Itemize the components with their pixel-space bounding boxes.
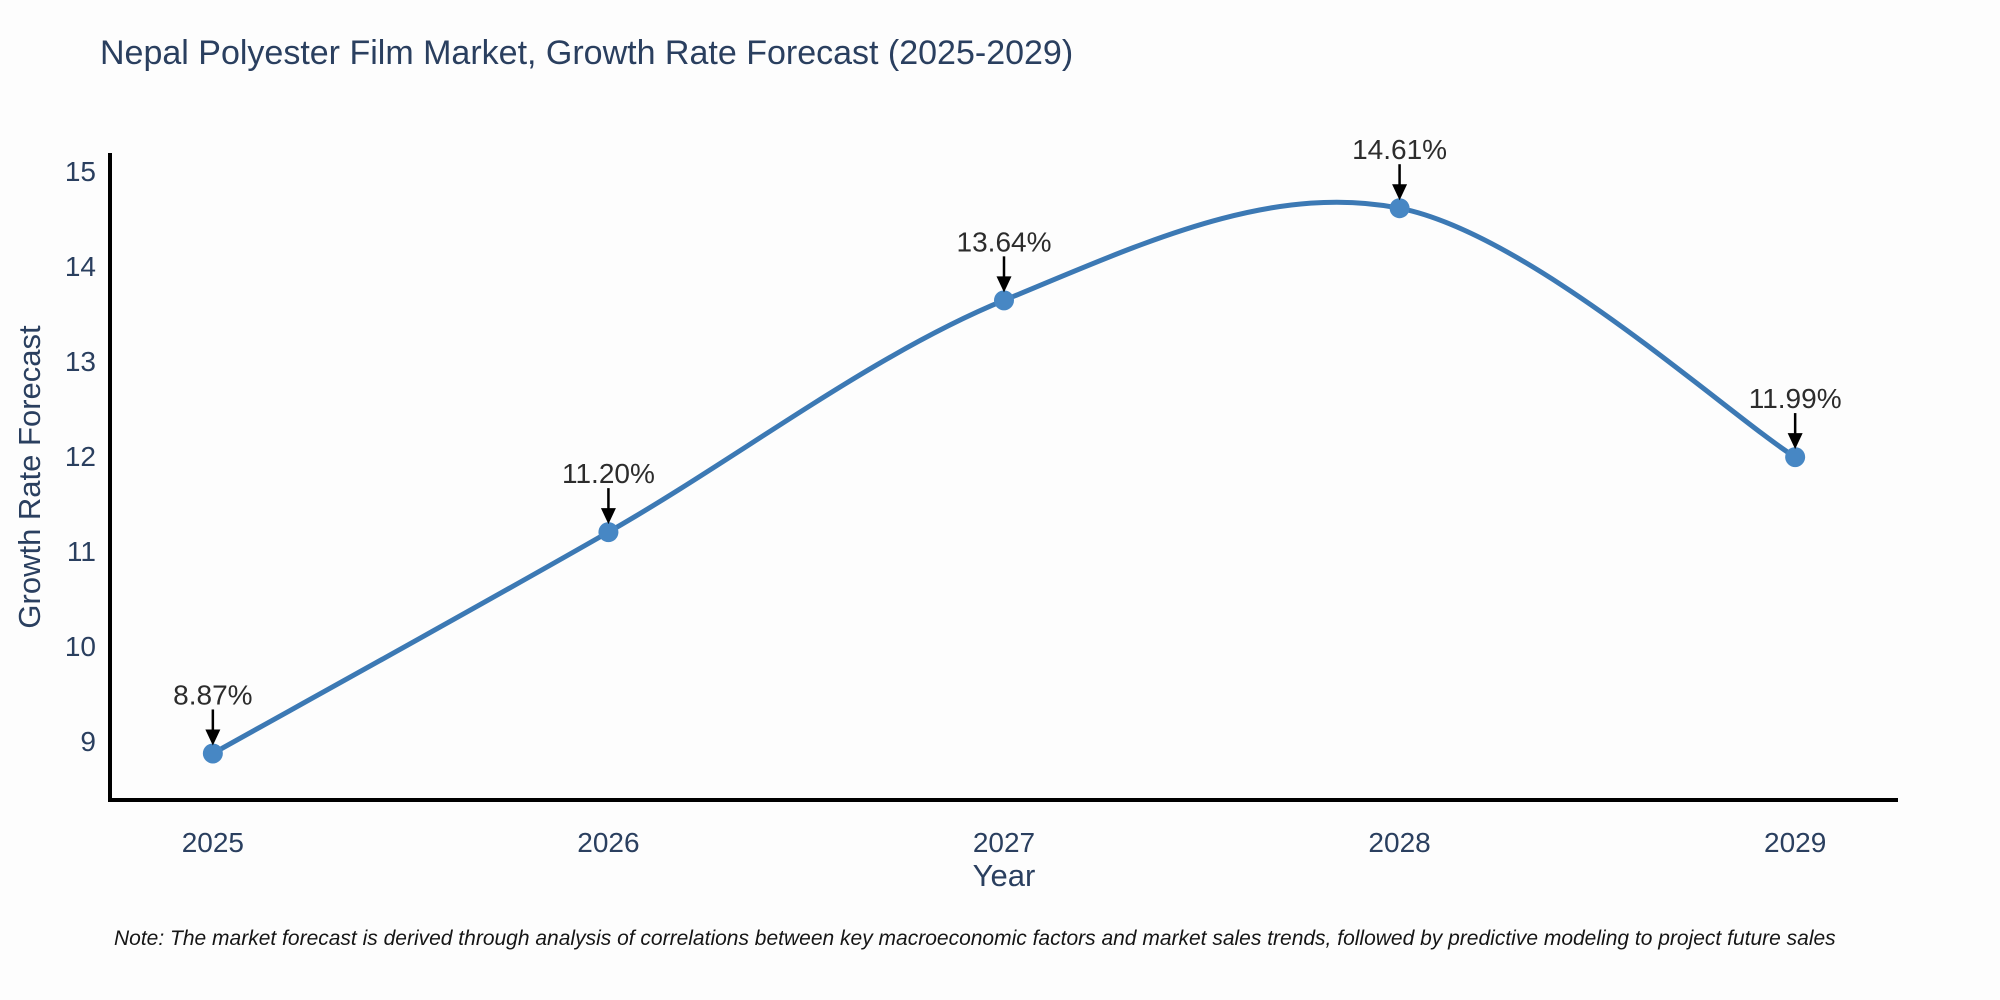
point-value-label: 11.20% — [562, 458, 655, 489]
chart-footnote: Note: The market forecast is derived thr… — [114, 927, 1836, 950]
x-tick-label: 2029 — [1764, 827, 1826, 858]
point-value-label: 14.61% — [1352, 134, 1447, 165]
y-tick-label: 9 — [80, 726, 96, 757]
data-point-marker[interactable] — [1785, 447, 1806, 468]
x-axis-title: Year — [973, 858, 1036, 893]
point-value-label: 8.87% — [173, 679, 252, 710]
y-tick-label: 14 — [65, 251, 96, 282]
point-value-label: 13.64% — [957, 226, 1052, 257]
y-tick-label: 12 — [65, 441, 96, 472]
chart-title: Nepal Polyester Film Market, Growth Rate… — [100, 34, 1073, 72]
data-point-marker[interactable] — [1389, 198, 1410, 219]
point-value-label: 11.99% — [1749, 383, 1842, 414]
y-tick-label: 15 — [65, 156, 96, 187]
axis-spines — [108, 153, 1898, 802]
y-tick-label: 10 — [65, 631, 96, 662]
x-tick-label: 2027 — [973, 827, 1035, 858]
data-point-marker[interactable] — [994, 290, 1014, 311]
annotation-arrowhead-icon — [1787, 433, 1803, 450]
annotation-arrowhead-icon — [600, 508, 616, 525]
x-tick-label: 2028 — [1368, 827, 1430, 858]
x-tick-label: 2025 — [182, 827, 244, 858]
y-tick-label: 13 — [65, 346, 96, 377]
data-point-marker[interactable] — [202, 743, 223, 764]
y-tick-label: 11 — [67, 536, 96, 567]
x-tick-label: 2026 — [577, 827, 639, 858]
data-point-marker[interactable] — [598, 522, 619, 543]
annotation-arrowhead-icon — [1392, 184, 1408, 201]
annotation-arrowhead-icon — [205, 729, 221, 746]
annotation-arrowhead-icon — [996, 276, 1012, 293]
y-axis-title: Growth Rate Forecast — [12, 325, 47, 629]
